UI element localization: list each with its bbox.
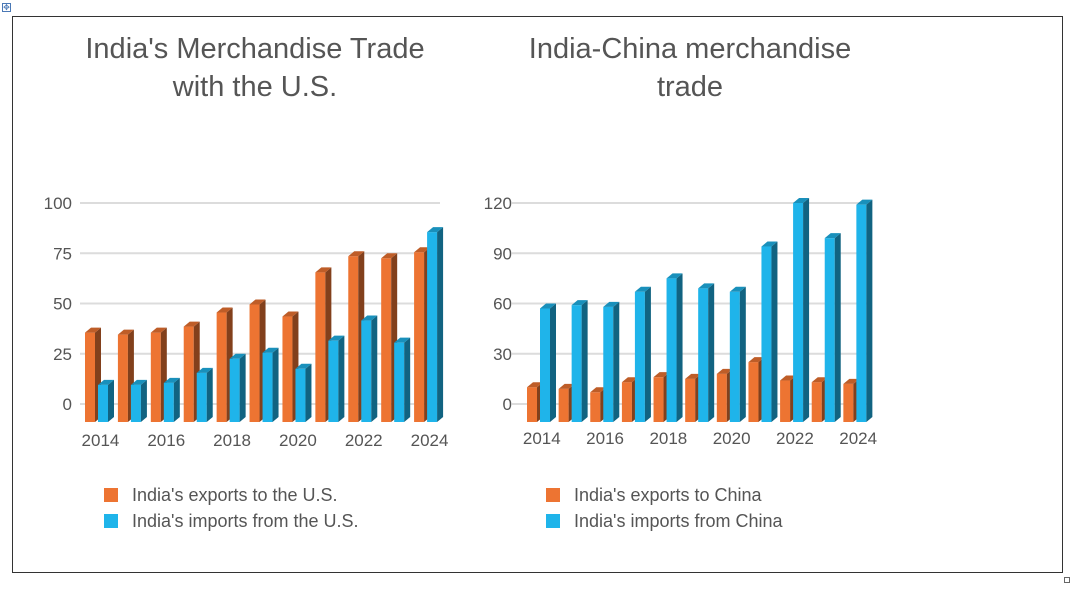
import-bar-2018[interactable] bbox=[666, 273, 683, 422]
x-tick-label: 2014 bbox=[82, 431, 120, 450]
move-handle-icon[interactable]: ✥ bbox=[2, 3, 11, 12]
import-bar-2014[interactable] bbox=[540, 303, 556, 423]
import-bar-2020[interactable] bbox=[729, 286, 746, 422]
x-tick-label: 2022 bbox=[345, 431, 383, 450]
x-tick-label: 2020 bbox=[279, 431, 317, 450]
y-tick-label: 120 bbox=[484, 194, 512, 213]
legend-item-china-imports[interactable]: India's imports from China bbox=[546, 508, 783, 534]
imports-swatch bbox=[546, 514, 560, 528]
import-bar-2022[interactable] bbox=[361, 315, 378, 422]
china-trade-legend: India's exports to China India's imports… bbox=[546, 482, 783, 534]
chart-frame bbox=[12, 16, 1063, 573]
import-bar-2016[interactable] bbox=[603, 301, 620, 422]
us-trade-title-line-1: India's Merchandise Trade bbox=[85, 33, 425, 65]
legend-item-china-exports[interactable]: India's exports to China bbox=[546, 482, 783, 508]
legend-label-china-exports: India's exports to China bbox=[574, 484, 762, 505]
import-bar-2019[interactable] bbox=[698, 283, 715, 422]
x-tick-label: 2016 bbox=[586, 429, 624, 448]
import-bar-2015[interactable] bbox=[571, 300, 588, 422]
legend-item-us-exports[interactable]: India's exports to the U.S. bbox=[104, 482, 359, 508]
us-trade-legend: India's exports to the U.S. India's impo… bbox=[104, 482, 359, 534]
import-bar-2023[interactable] bbox=[824, 233, 841, 422]
imports-swatch bbox=[104, 514, 118, 528]
y-tick-label: 0 bbox=[63, 395, 72, 414]
x-tick-label: 2024 bbox=[839, 429, 877, 448]
legend-label-us-imports: India's imports from the U.S. bbox=[132, 510, 359, 531]
import-bar-2022[interactable] bbox=[793, 197, 810, 422]
x-tick-label: 2016 bbox=[147, 431, 185, 450]
legend-item-us-imports[interactable]: India's imports from the U.S. bbox=[104, 508, 359, 534]
x-tick-label: 2020 bbox=[713, 429, 751, 448]
import-bar-2023[interactable] bbox=[394, 337, 411, 422]
resize-handle-icon[interactable] bbox=[1064, 577, 1070, 583]
legend-label-us-exports: India's exports to the U.S. bbox=[132, 484, 338, 505]
import-bar-2021[interactable] bbox=[328, 335, 345, 422]
import-bar-2014[interactable] bbox=[98, 379, 114, 422]
import-bar-2021[interactable] bbox=[761, 241, 778, 422]
import-bar-2019[interactable] bbox=[262, 347, 279, 422]
y-tick-label: 100 bbox=[44, 194, 72, 213]
exports-swatch bbox=[104, 488, 118, 502]
y-tick-label: 0 bbox=[503, 395, 512, 414]
import-bar-2017[interactable] bbox=[196, 367, 213, 422]
exports-swatch bbox=[546, 488, 560, 502]
y-tick-label: 60 bbox=[493, 295, 512, 314]
us-trade-chart: 0 25 50 75 100 2014 2016 2018 2020 2022 2024 bbox=[44, 194, 449, 450]
x-tick-label: 2024 bbox=[411, 431, 449, 450]
legend-label-china-imports: India's imports from China bbox=[574, 510, 783, 531]
import-bar-2018[interactable] bbox=[229, 353, 246, 422]
y-tick-label: 90 bbox=[493, 244, 512, 263]
import-bar-2015[interactable] bbox=[130, 379, 147, 422]
china-trade-title-line-2: trade bbox=[656, 71, 724, 103]
import-bar-2020[interactable] bbox=[295, 363, 312, 422]
x-tick-label: 2018 bbox=[213, 431, 251, 450]
y-tick-label: 50 bbox=[53, 295, 72, 314]
us-trade-chart-title: India's Merchandise Trade with the U.S. bbox=[50, 30, 460, 106]
import-bar-2024[interactable] bbox=[427, 227, 444, 422]
y-tick-label: 75 bbox=[53, 244, 72, 263]
us-trade-title-line-2: with the U.S. bbox=[172, 71, 338, 103]
x-tick-label: 2018 bbox=[649, 429, 687, 448]
import-bar-2024[interactable] bbox=[856, 199, 873, 422]
y-tick-label: 25 bbox=[53, 345, 72, 364]
china-trade-title-line-1: India-China merchandise bbox=[528, 33, 852, 65]
import-bar-2017[interactable] bbox=[634, 286, 651, 422]
china-trade-chart: 0 30 60 90 120 2014 2016 2018 2020 2022 2024 bbox=[484, 194, 877, 448]
y-tick-label: 30 bbox=[493, 345, 512, 364]
x-tick-label: 2014 bbox=[523, 429, 561, 448]
x-tick-label: 2022 bbox=[776, 429, 814, 448]
import-bar-2016[interactable] bbox=[163, 377, 180, 422]
china-trade-chart-title: India-China merchandise trade bbox=[470, 30, 910, 106]
